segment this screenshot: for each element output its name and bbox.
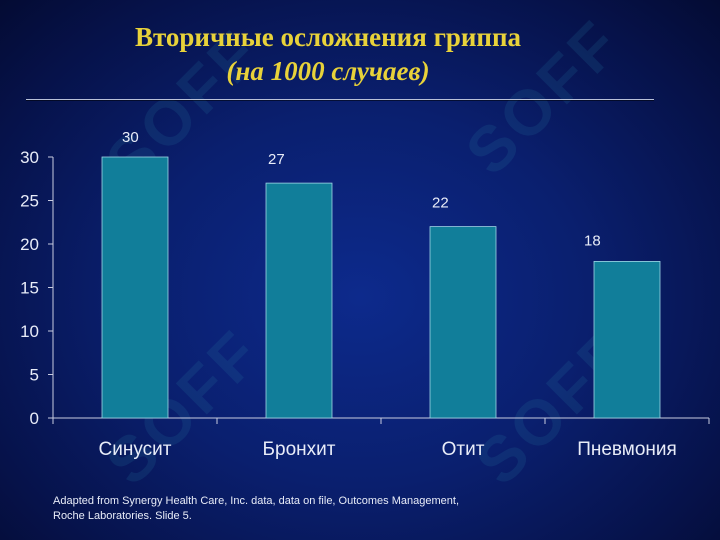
y-tick-label: 30 [20,148,39,167]
y-tick-label: 5 [30,366,39,385]
bar [265,182,333,419]
bar-value-label: 22 [432,195,449,212]
bar-value-label: 18 [584,232,601,249]
category-label: Бронхит [263,439,336,460]
title-divider [26,99,654,100]
chart-title-block: Вторичные осложнения гриппа (на 1000 слу… [0,20,656,88]
y-tick-label: 15 [20,279,39,298]
category-label: Отит [442,439,485,460]
bar-value-label: 27 [268,151,285,168]
bar [429,226,497,419]
footnote-line-2: Roche Laboratories. Slide 5. [53,510,192,522]
category-label: Пневмония [577,439,677,460]
footnote-line-1: Adapted from Synergy Health Care, Inc. d… [53,495,459,507]
bar [101,156,169,419]
chart-subtitle: (на 1000 случаев) [226,56,430,86]
y-tick-label: 10 [20,322,39,341]
y-tick-label: 25 [20,192,39,211]
y-tick-label: 20 [20,235,39,254]
bar [593,260,661,419]
category-label: Синусит [99,439,172,460]
source-footnote: Adapted from Synergy Health Care, Inc. d… [53,494,533,524]
chart-title: Вторичные осложнения гриппа [134,22,522,52]
y-tick-label: 0 [30,409,39,428]
bar-value-label: 30 [122,129,139,146]
